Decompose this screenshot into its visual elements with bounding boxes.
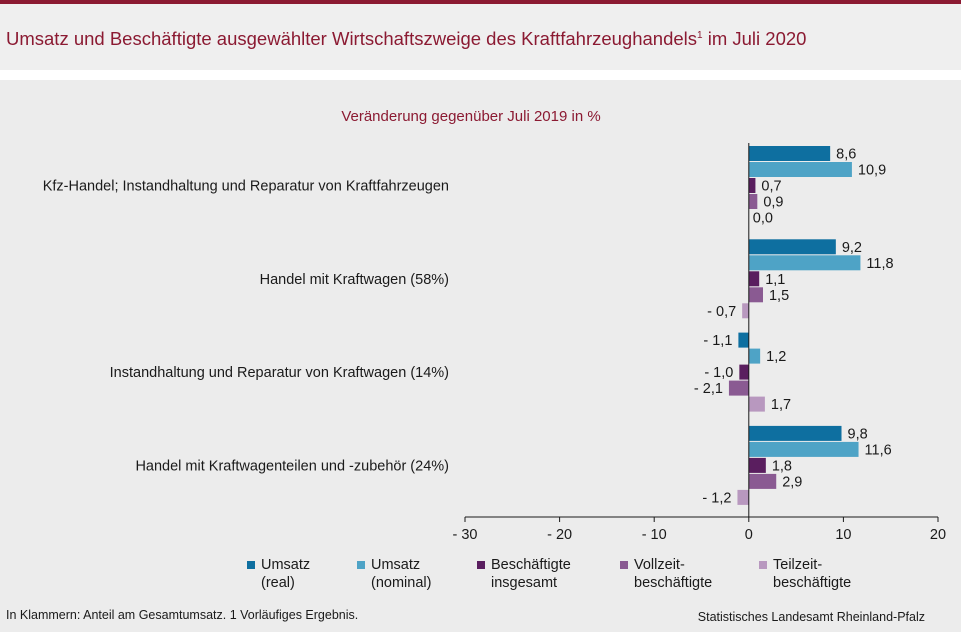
title-main: Umsatz und Beschäftigte ausgewählter Wir… bbox=[6, 28, 698, 49]
bar bbox=[748, 255, 861, 271]
title-footnote-marker: 1 bbox=[697, 29, 703, 41]
bar bbox=[748, 194, 758, 209]
header-divider bbox=[0, 70, 961, 80]
legend-swatch bbox=[477, 561, 485, 569]
category-label: Handel mit Kraftwagen (58%) bbox=[260, 272, 449, 288]
legend-label: Teilzeit- beschäftigte bbox=[773, 557, 852, 591]
bar bbox=[748, 287, 763, 303]
data-label: 1,5 bbox=[769, 288, 789, 304]
legend-label: Vollzeit- beschäftigte bbox=[634, 557, 713, 591]
legend-swatch bbox=[357, 561, 365, 569]
x-tick-label: - 20 bbox=[547, 527, 572, 543]
legend-label: Umsatz (real) bbox=[261, 557, 311, 591]
legend-label: Umsatz (nominal) bbox=[371, 557, 432, 591]
data-label: 8,6 bbox=[836, 147, 856, 163]
bar bbox=[748, 271, 760, 287]
legend-label: Beschäftigte insgesamt bbox=[491, 557, 571, 591]
chart-subtitle: Veränderung gegenüber Juli 2019 in % bbox=[341, 108, 600, 125]
bar bbox=[742, 303, 749, 319]
data-label: 1,8 bbox=[772, 458, 792, 474]
footnote: In Klammern: Anteil am Gesamtumsatz. 1 V… bbox=[6, 608, 359, 622]
data-label: 1,1 bbox=[765, 272, 785, 288]
bar bbox=[738, 332, 749, 348]
data-label: - 1,2 bbox=[702, 490, 731, 506]
source-note: Statistisches Landesamt Rheinland-Pfalz bbox=[697, 610, 925, 624]
header: Umsatz und Beschäftigte ausgewählter Wir… bbox=[0, 4, 961, 70]
data-label: 9,8 bbox=[848, 426, 868, 442]
title-end: im Juli 2020 bbox=[707, 28, 807, 49]
page-title: Umsatz und Beschäftigte ausgewählter Wir… bbox=[6, 28, 806, 50]
legend-swatch bbox=[247, 561, 255, 569]
bar bbox=[748, 162, 852, 177]
bar bbox=[748, 396, 765, 412]
bar bbox=[748, 473, 777, 489]
legend-swatch bbox=[759, 561, 767, 569]
data-label: - 1,1 bbox=[703, 333, 732, 349]
bar bbox=[748, 441, 859, 457]
category-label: Kfz-Handel; Instandhaltung und Reparatur… bbox=[43, 179, 449, 195]
legend-swatch bbox=[620, 561, 628, 569]
bar bbox=[748, 457, 766, 473]
data-label: 11,8 bbox=[866, 256, 893, 272]
data-label: 1,7 bbox=[771, 397, 791, 413]
data-label: 0,7 bbox=[761, 179, 781, 195]
data-label: 9,2 bbox=[842, 240, 862, 256]
x-tick-label: - 30 bbox=[453, 527, 478, 543]
data-label: - 0,7 bbox=[707, 304, 736, 320]
x-tick-label: 10 bbox=[835, 527, 851, 543]
data-label: 10,9 bbox=[858, 163, 886, 179]
x-tick-label: - 10 bbox=[642, 527, 667, 543]
bar bbox=[748, 146, 831, 161]
x-tick-label: 0 bbox=[745, 527, 753, 543]
bar bbox=[748, 425, 842, 441]
bar bbox=[748, 239, 836, 255]
bar bbox=[728, 380, 749, 396]
category-label: Handel mit Kraftwagenteilen und -zubehör… bbox=[135, 458, 449, 474]
data-label: 0,0 bbox=[753, 211, 773, 227]
data-label: 2,9 bbox=[782, 474, 802, 490]
x-tick-label: 20 bbox=[930, 527, 946, 543]
bar bbox=[739, 364, 749, 380]
top-accent-bar bbox=[0, 0, 961, 4]
bar bbox=[737, 489, 749, 505]
data-label: - 2,1 bbox=[694, 381, 723, 397]
data-label: - 1,0 bbox=[704, 365, 733, 381]
data-label: 11,6 bbox=[865, 442, 892, 458]
data-label: 0,9 bbox=[763, 195, 783, 211]
bar bbox=[748, 348, 761, 364]
category-label: Instandhaltung und Reparatur von Kraftwa… bbox=[110, 365, 449, 381]
bar bbox=[748, 178, 756, 193]
data-label: 1,2 bbox=[766, 349, 786, 365]
